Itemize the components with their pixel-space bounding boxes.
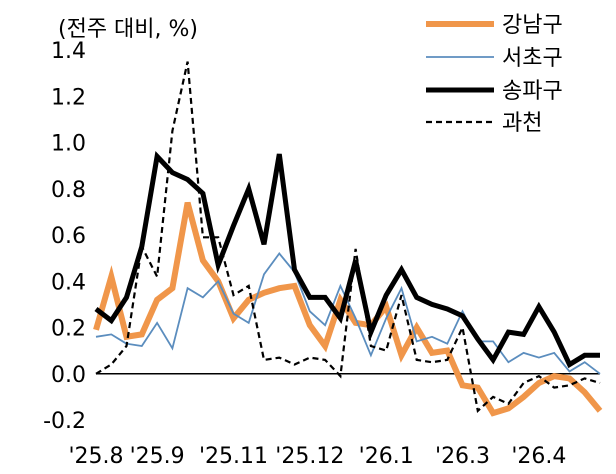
y-tick-label: -0.2	[43, 409, 86, 434]
y-tick-label: 1.4	[51, 39, 86, 64]
y-tick-label: 1.0	[51, 132, 86, 157]
x-tick-label: '26.1	[359, 444, 414, 469]
legend-label: 서초구	[502, 46, 563, 71]
legend-label: 송파구	[502, 79, 563, 104]
y-axis-label: (전주 대비, %)	[58, 17, 198, 42]
x-tick-label: '25.12	[275, 444, 344, 469]
y-tick-label: 0.2	[51, 317, 86, 342]
x-axis-ticks: '25.8 '25.9 '25.11 '25.12 '26.1 '26.3 '26.4	[68, 444, 566, 469]
legend-label: 강남구	[502, 13, 563, 38]
y-tick-label: 0.8	[51, 178, 86, 203]
series-lines	[93, 61, 603, 417]
y-tick-label: 0.0	[51, 363, 86, 388]
y-tick-label: 0.4	[51, 270, 86, 295]
x-tick-label: '26.4	[511, 444, 566, 469]
series-line-4	[95, 61, 601, 413]
y-tick-label: 0.6	[51, 224, 86, 249]
x-tick-label: '25.8	[68, 444, 123, 469]
x-tick-label: '26.3	[435, 444, 490, 469]
series-line-3	[94, 151, 600, 369]
legend-label: 과천	[502, 111, 542, 136]
series-line-2	[95, 252, 601, 375]
x-tick-label: '25.11	[199, 444, 268, 469]
y-tick-label: 1.2	[51, 85, 86, 110]
x-tick-label: '25.9	[130, 444, 185, 469]
y-axis-ticks: 1.4 1.2 1.0 0.8 0.6 0.4 0.2 0.0 -0.2	[43, 39, 86, 434]
